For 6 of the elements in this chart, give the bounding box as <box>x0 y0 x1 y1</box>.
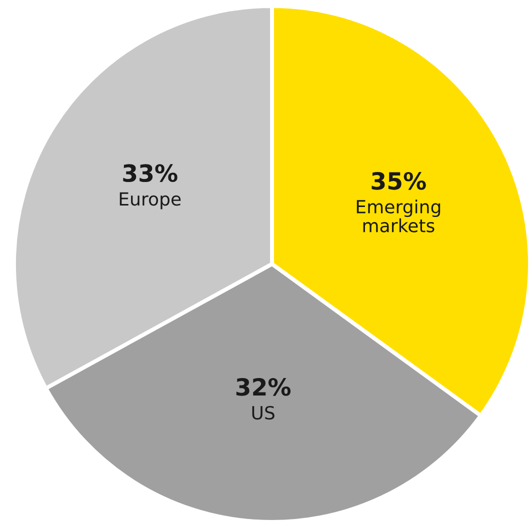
slice-label: Emerging markets <box>356 200 440 232</box>
slice-label: US <box>252 406 274 420</box>
data-label: 33% <box>123 164 178 182</box>
data-label: 32% <box>236 378 291 396</box>
slice-label: Europe <box>120 192 181 210</box>
data-label: 35% <box>372 172 426 190</box>
